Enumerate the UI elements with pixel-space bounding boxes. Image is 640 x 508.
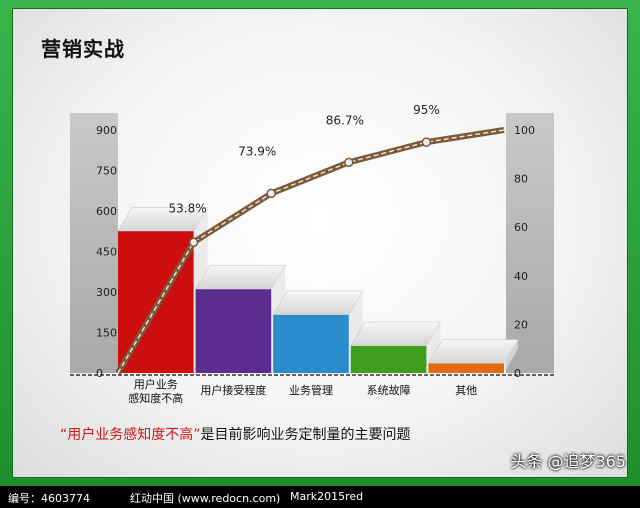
bar-top-face	[350, 321, 441, 347]
cumulative-label: 95%	[413, 103, 440, 117]
bar-top-face	[427, 339, 519, 364]
right-axis-tick: 80	[514, 173, 528, 186]
slide-title: 营销实战	[41, 37, 125, 61]
cumulative-point	[266, 188, 276, 199]
right-axis-tick: 60	[514, 221, 528, 234]
bar-side-face	[426, 322, 441, 373]
chart-caption: “用户业务感知度不高”是目前影响业务定制量的主要问题	[60, 424, 411, 444]
cumulative-label: 86.7%	[326, 113, 364, 127]
category-label: 其他	[455, 384, 477, 397]
caption-quote: “用户业务感知度不高”	[60, 427, 201, 443]
left-axis-tick: 150	[96, 327, 117, 340]
cumulative-point	[421, 137, 432, 147]
category-label: 用户业务	[134, 377, 178, 391]
bar-front-face	[273, 314, 349, 373]
right-axis-band	[506, 113, 554, 373]
bar	[350, 321, 441, 373]
caption-text: 是目前影响业务定制量的主要问题	[200, 427, 411, 443]
right-axis-tick: 0	[514, 367, 521, 380]
cumulative-point	[344, 157, 354, 168]
bar-front-face	[428, 363, 504, 373]
bar-top-face	[195, 265, 286, 290]
right-axis-tick: 40	[514, 270, 528, 283]
bar-top-face	[272, 290, 364, 316]
bar	[195, 265, 286, 373]
category-label: 系统故障	[367, 383, 411, 397]
footer-source: 红动中国 (www.redocn.com)	[130, 492, 281, 505]
footer-author: Mark2015red	[290, 490, 364, 503]
left-axis-tick: 0	[96, 367, 103, 380]
footer-bar: 编号：4603774 红动中国 (www.redocn.com) Mark201…	[0, 486, 640, 508]
bar-front-face	[350, 346, 427, 373]
bar	[272, 290, 364, 373]
watermark: 头条 @追梦365	[510, 452, 626, 471]
left-axis-tick: 750	[96, 165, 117, 178]
category-label: 感知度不高	[128, 391, 183, 405]
left-axis-tick: 300	[96, 286, 117, 299]
left-axis-tick: 900	[96, 124, 117, 137]
category-label: 业务管理	[289, 383, 333, 397]
bar-side-face	[504, 339, 518, 373]
bar-front-face	[195, 289, 272, 373]
footer-id: 编号：4603774	[8, 492, 90, 505]
cumulative-label: 53.8%	[169, 201, 207, 215]
left-axis-tick: 450	[96, 246, 117, 259]
cumulative-point	[188, 237, 199, 248]
category-label: 用户接受程度	[200, 383, 266, 397]
bar	[427, 339, 519, 373]
cumulative-label: 73.9%	[238, 144, 276, 158]
cumulative-line-dash	[117, 129, 505, 374]
left-axis-band	[70, 113, 118, 373]
right-axis-tick: 100	[514, 124, 535, 137]
left-axis-tick: 600	[96, 205, 117, 218]
right-axis-tick: 20	[514, 318, 528, 331]
